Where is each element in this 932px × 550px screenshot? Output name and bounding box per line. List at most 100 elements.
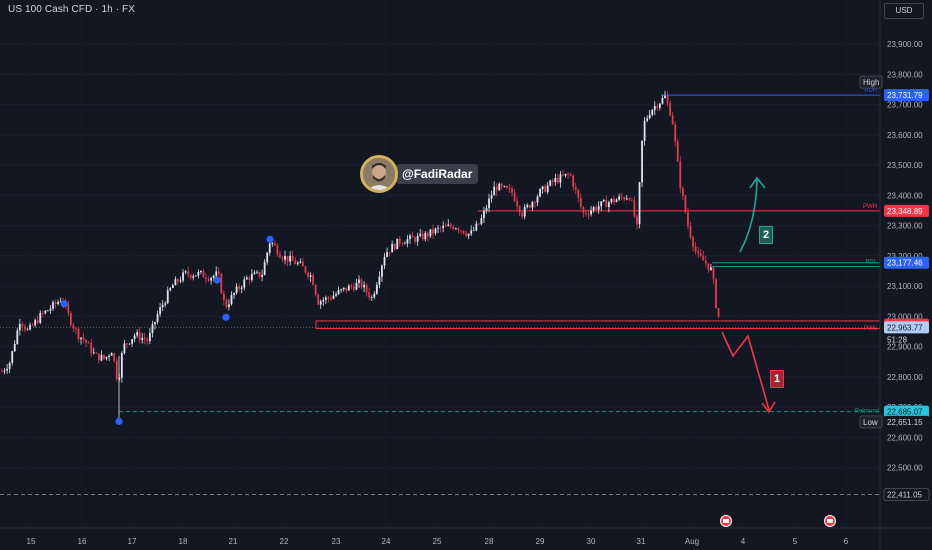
x-tick-label: 21 xyxy=(229,537,238,546)
swing-point-marker xyxy=(60,300,68,308)
candle-body xyxy=(92,352,95,354)
x-tick-label: 29 xyxy=(536,537,545,546)
candle-body xyxy=(312,275,314,286)
y-tick-label: 23,200.00 xyxy=(887,252,923,261)
pwl-label: PWL xyxy=(864,326,878,332)
candle-body xyxy=(365,284,368,293)
candle-body xyxy=(373,293,376,298)
candle-body xyxy=(659,103,661,108)
avatar-portrait-icon xyxy=(363,158,395,190)
candle-body xyxy=(205,277,207,280)
swing-markers xyxy=(60,235,274,425)
candle-body xyxy=(258,271,261,277)
symbol-title: US 100 Cash CFD · 1h · FX xyxy=(8,4,135,15)
x-tick-label: 25 xyxy=(433,537,442,546)
candle-body xyxy=(281,257,284,260)
us-event-icon-1-flag xyxy=(723,519,729,523)
candle-body xyxy=(54,302,57,304)
candle-body xyxy=(676,141,679,162)
candle-body xyxy=(625,198,628,200)
candle-body xyxy=(136,332,139,336)
candle-body xyxy=(653,106,656,110)
candle-body xyxy=(98,353,100,361)
candle-body xyxy=(182,272,184,281)
candle-body xyxy=(375,284,378,294)
candle-body xyxy=(511,188,513,193)
x-tick-label: 16 xyxy=(78,537,87,546)
candle-body xyxy=(266,252,269,263)
candle-body xyxy=(424,232,427,240)
candle-body xyxy=(363,284,365,288)
candle-body xyxy=(228,304,230,308)
y-tick-label: 23,700.00 xyxy=(887,101,923,110)
candle-body xyxy=(681,188,684,196)
candle-body xyxy=(483,210,485,219)
candle-body xyxy=(319,301,322,305)
candle-body xyxy=(605,199,608,208)
candle-body xyxy=(126,343,128,345)
candle-body xyxy=(536,196,539,203)
candle-body xyxy=(350,285,353,287)
candle-body xyxy=(253,272,256,275)
candle-body xyxy=(217,271,220,274)
candle-body xyxy=(610,198,613,203)
candle-body xyxy=(90,342,93,353)
candle-body xyxy=(189,274,192,278)
candle-body xyxy=(577,189,580,198)
candle-body xyxy=(36,320,39,323)
candle-body xyxy=(467,233,470,236)
candle-body xyxy=(444,225,447,227)
candle-body xyxy=(289,255,292,262)
candle-body xyxy=(687,212,689,227)
candle-body xyxy=(429,229,432,237)
candle-body xyxy=(294,260,297,265)
candle-body xyxy=(421,233,424,240)
candle-body xyxy=(324,297,327,301)
candle-body xyxy=(694,246,697,252)
candle-body xyxy=(332,295,335,299)
candle-body xyxy=(664,95,666,99)
candle-body xyxy=(396,238,399,250)
pwh-tag-text: 23,348.89 xyxy=(887,207,923,216)
candle-body xyxy=(169,287,172,291)
candle-body xyxy=(197,272,200,276)
candle-body xyxy=(684,195,687,213)
rebound-tag-text: 22,685.07 xyxy=(887,408,923,417)
candle-body xyxy=(562,174,564,176)
candle-body xyxy=(569,174,572,176)
x-tick-label: 15 xyxy=(27,537,36,546)
candle-body xyxy=(154,322,156,325)
candle-body xyxy=(699,253,702,257)
y-tick-label: 23,600.00 xyxy=(887,131,923,140)
currency-button[interactable]: USD xyxy=(884,3,924,19)
pdl-tag xyxy=(884,256,929,269)
candle-body xyxy=(164,303,167,305)
candle-body xyxy=(544,186,547,192)
candle-body xyxy=(579,197,582,208)
candle-body xyxy=(358,279,360,283)
candle-body xyxy=(31,324,34,326)
high-title-text: High xyxy=(863,78,879,87)
candle-body xyxy=(108,355,110,357)
candle-body xyxy=(44,310,47,314)
y-tick-label: 22,800.00 xyxy=(887,373,923,382)
us-event-icon-2-flag xyxy=(827,519,833,523)
candle-body xyxy=(513,192,516,202)
author-watermark: @FadiRadar xyxy=(360,155,479,193)
candle-body xyxy=(77,328,80,340)
x-tick-label: 22 xyxy=(280,537,289,546)
candle-body xyxy=(457,228,460,231)
candle-body xyxy=(156,314,159,323)
candle-body xyxy=(75,328,77,330)
candle-body xyxy=(342,287,345,290)
candle-body xyxy=(184,271,187,273)
candle-body xyxy=(123,343,126,353)
y-tick-label: 23,000.00 xyxy=(887,312,923,321)
candle-body xyxy=(87,342,90,344)
candle-body xyxy=(159,307,161,315)
candle-body xyxy=(6,368,8,371)
candle-body xyxy=(347,285,350,291)
candle-body xyxy=(307,272,309,277)
